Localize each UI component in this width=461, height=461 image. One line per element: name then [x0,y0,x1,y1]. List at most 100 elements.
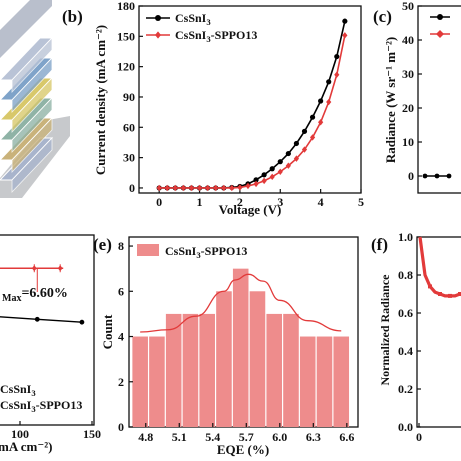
b-series-1-point-21 [326,98,332,106]
f-point-4 [438,292,442,296]
e-x-tick-label-5: 6.3 [306,430,321,444]
b-series-0-point-23 [342,18,348,24]
e-bar-4 [199,313,215,427]
b-series-1-point-1 [164,184,170,192]
b-series-0-point-12 [253,177,259,183]
b-x-tick-label-2: 2 [237,195,243,209]
panel-b-label: (b) [62,7,83,26]
b-series-0-point-20 [318,98,324,104]
panel-c-ylabel: Radiance (W sr⁻¹ m⁻²) [383,37,398,163]
b-y-tick-label-2: 60 [123,120,135,134]
f-series-line [418,236,461,298]
b-x-tick-label-3: 3 [277,195,283,209]
c-legend-marker-1 [436,30,444,38]
b-series-1-point-15 [277,168,283,175]
b-series-1-point-7 [213,184,219,192]
c-series-0-point-1 [434,173,440,179]
b-series-1-point-4 [188,184,195,192]
c-series-0-point-2 [446,173,452,179]
f-point-2 [428,284,432,289]
stack-layer-side-3 [11,77,53,133]
b-series-1-point-13 [261,177,267,185]
panel-d-xlabel-fragment: mA cm⁻²) [0,439,52,454]
c-y-tick-label-5: 50 [402,0,414,13]
panel-b-xlabel: Voltage (V) [219,202,282,217]
b-x-tick-label-0: 0 [156,195,162,209]
e-bar-3 [182,313,199,427]
e-bar-1 [149,336,165,427]
panel-b-ylabel: Current density (mA cm⁻²) [93,25,108,175]
d-x-tick-label-1: 150 [83,427,101,441]
e-bar-6 [232,268,249,427]
b-series-1-point-12 [253,180,259,188]
b-series-1-point-19 [309,134,316,141]
d-series-line-0 [0,316,82,323]
f-y-tick-label-2: 0.4 [398,344,413,358]
panel-f-label: (f) [371,235,388,254]
b-series-1-point-11 [245,182,251,190]
e-bar-9 [283,313,299,427]
d-legend-label-1: CsSnI3-SPPO13 [0,398,82,414]
b-series-0-point-21 [326,79,332,85]
d-series-0-point-1 [34,316,40,322]
b-series-1-point-14 [269,173,275,181]
b-legend-marker-1 [155,31,161,39]
panel-b-frame [138,5,362,194]
e-legend-swatch [137,244,159,256]
e-bar-10 [299,336,316,427]
f-point-6 [448,293,452,298]
b-legend-label-1: CsSnI3-SPPO13 [175,28,257,44]
b-series-1-point-5 [196,184,203,192]
panel-e-histogram: (e) Count EQE (%) 0 2 4 6 8 4.8 5.1 5.4 5.7 6.0 6.… [93,235,359,457]
b-series-1-point-3 [180,184,186,192]
b-series-0-point-13 [261,172,267,178]
c-y-tick-label-3: 30 [402,67,414,81]
b-series-1-point-10 [237,184,243,191]
b-y-tick-label-6: 180 [117,0,135,13]
e-x-tick-label-6: 6.6 [339,430,354,444]
panel-c-label: (c) [373,7,392,26]
e-bar-0 [132,336,148,427]
b-series-0-point-15 [277,159,283,165]
f-y-tick-label-1: 0.2 [398,382,413,396]
e-y-tick-label-0: 0 [118,420,124,434]
c-legend-marker-0 [437,14,443,20]
b-series-0-point-18 [301,128,308,134]
e-x-tick-label-3: 5.7 [239,430,254,444]
d-x-tick-label-0: 100 [11,427,29,441]
e-y-tick-label-1: 2 [118,375,124,389]
panel-c-frame [417,5,461,194]
f-y-tick-label-5: 1.0 [398,230,413,244]
panel-f-ylabel: Normalized Radiance [378,274,392,386]
d-series-1-point-1 [31,265,37,272]
b-series-1-point-22 [334,71,340,78]
d-series-0-point-2 [79,319,85,325]
e-x-tick-label-0: 4.8 [138,430,153,444]
e-bar-5 [216,291,232,427]
panel-f-frame [416,236,461,428]
c-y-tick-label-1: 10 [402,135,414,149]
stack-layer-side-0 [11,137,53,193]
e-gaussian-fit-curve [140,273,342,333]
stack-layer-side-1 [11,117,53,173]
b-series-0-point-14 [269,166,275,172]
e-y-tick-label-2: 4 [118,330,124,344]
b-y-tick-label-3: 90 [123,90,135,104]
b-legend-label-0: CsSnI3 [175,11,211,27]
panel-f-stability-chart: (f) Normalized Radiance 0.0 0.2 0.4 0.6 0.8 1… [371,230,461,444]
b-y-tick-label-1: 30 [123,151,135,165]
f-y-tick-label-0: 0.0 [398,420,413,434]
e-legend-label: CsSnI3-SPPO13 [165,244,247,260]
b-series-0-point-19 [309,114,316,120]
b-x-tick-label-5: 5 [358,195,364,209]
e-bar-2 [165,313,182,427]
f-point-8 [458,292,461,296]
f-y-tick-label-3: 0.6 [398,306,413,320]
b-series-1-point-9 [229,184,235,192]
b-y-tick-label-5: 150 [117,29,135,43]
c-y-tick-label-0: 0 [408,169,414,183]
b-y-tick-label-4: 120 [117,60,135,74]
b-series-1-point-0 [156,184,162,192]
stack-top-layer [0,0,52,58]
